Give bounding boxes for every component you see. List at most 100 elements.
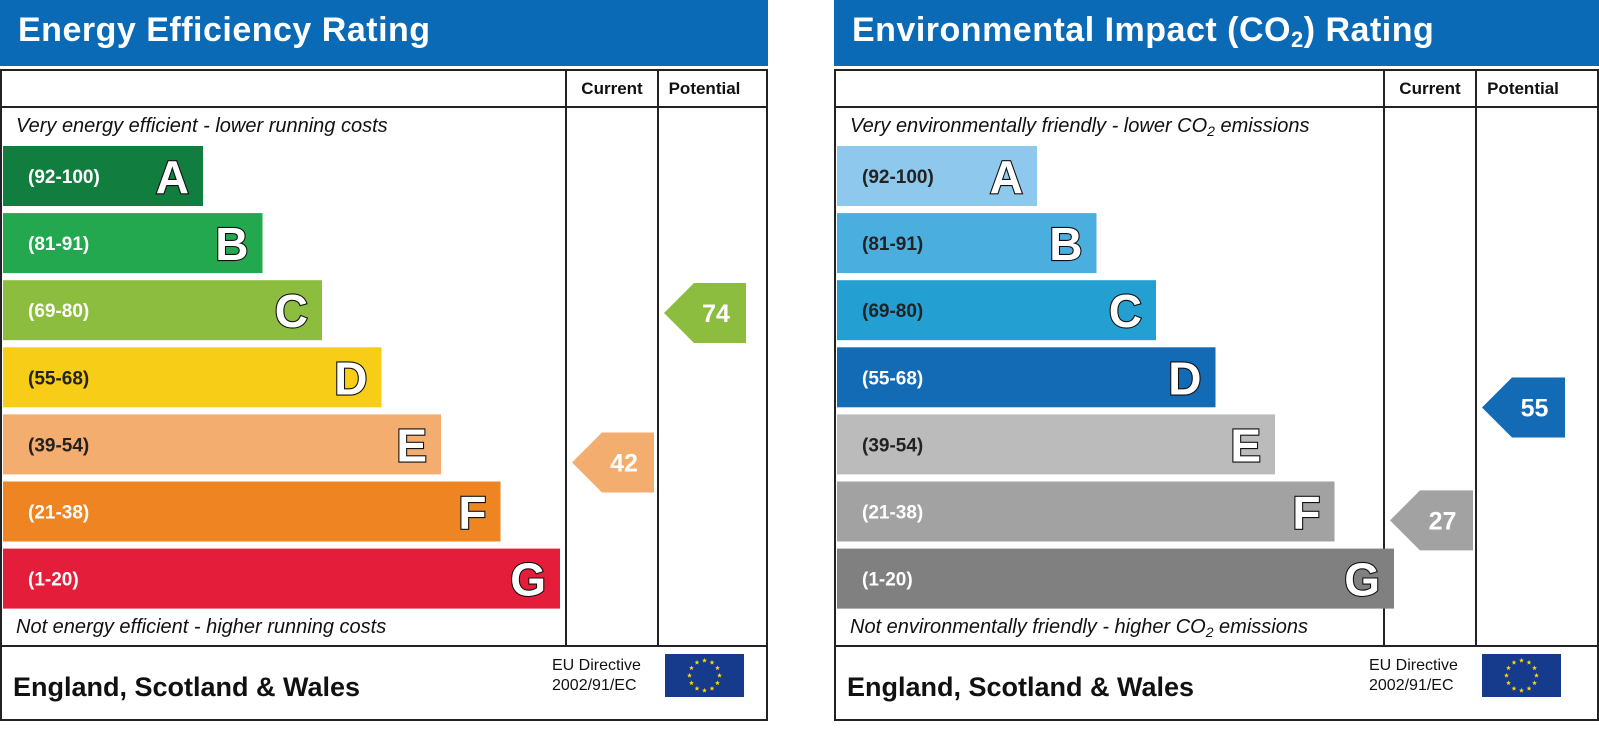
star-icon xyxy=(1532,665,1537,671)
band-range-label: (81-91) xyxy=(28,234,89,255)
band-bar-f xyxy=(837,481,1335,542)
band-c: (69-80) C xyxy=(3,280,322,341)
potential-rating-arrow: 74 xyxy=(664,282,746,343)
band-bar-d xyxy=(3,347,382,408)
star-icon xyxy=(1526,685,1532,691)
band-d: (55-68) D xyxy=(837,347,1216,408)
bottom-caption: Not energy efficient - higher running co… xyxy=(16,616,387,638)
eu-directive-line1: EU Directive xyxy=(1369,657,1458,674)
band-range-label: (55-68) xyxy=(862,368,923,389)
star-icon xyxy=(715,680,720,686)
band-b: (81-91) B xyxy=(837,213,1097,274)
band-g: (1-20) G xyxy=(3,548,560,609)
star-icon xyxy=(717,672,722,678)
band-letter: A xyxy=(990,151,1023,203)
current-column-header: Current xyxy=(581,79,643,98)
band-letter: D xyxy=(1168,352,1201,404)
star-icon xyxy=(702,687,707,693)
eu-directive-line2: 2002/91/EC xyxy=(1369,677,1454,694)
star-icon xyxy=(1532,680,1537,686)
current-column-header: Current xyxy=(1399,79,1461,98)
star-icon xyxy=(709,685,715,691)
potential-rating-arrow-value: 74 xyxy=(702,300,730,328)
band-bar-e xyxy=(837,414,1275,475)
band-g: (1-20) G xyxy=(837,548,1394,609)
band-bar-c xyxy=(3,280,322,341)
star-icon xyxy=(1511,659,1517,665)
band-letter: E xyxy=(1230,419,1261,471)
band-bar-b xyxy=(837,213,1097,274)
band-range-label: (1-20) xyxy=(862,570,913,591)
star-icon xyxy=(1534,672,1539,678)
current-rating-arrow-value: 27 xyxy=(1429,507,1457,535)
current-rating-arrow-shape xyxy=(572,432,654,493)
band-range-label: (55-68) xyxy=(28,368,89,389)
band-d: (55-68) D xyxy=(3,347,382,408)
footer-region: England, Scotland & Wales xyxy=(13,672,361,702)
star-icon xyxy=(1511,685,1517,691)
band-range-label: (39-54) xyxy=(28,435,89,456)
star-icon xyxy=(1526,659,1532,665)
star-icon xyxy=(1504,672,1509,678)
environmental-impact-panel: Environmental Impact (CO2) Rating Curren… xyxy=(834,0,1599,721)
star-icon xyxy=(1519,657,1524,663)
band-bar-f xyxy=(3,481,501,542)
star-icon xyxy=(1519,687,1524,693)
potential-column-header: Potential xyxy=(668,79,741,98)
eu-flag-icon xyxy=(1482,654,1561,697)
star-icon xyxy=(687,672,692,678)
eu-directive-line2: 2002/91/EC xyxy=(552,677,637,694)
band-bar-a xyxy=(837,146,1037,206)
bottom-caption: Not environmentally friendly - higher CO… xyxy=(850,616,1308,640)
energy-efficiency-panel: Energy Efficiency Rating Current Potenti… xyxy=(0,0,768,721)
band-bar-c xyxy=(837,280,1156,341)
band-bar-e xyxy=(3,414,441,475)
star-icon xyxy=(694,659,700,665)
band-range-label: (81-91) xyxy=(862,234,923,255)
top-caption: Very energy efficient - lower running co… xyxy=(16,115,388,137)
current-rating-arrow: 42 xyxy=(572,432,654,493)
band-range-label: (69-80) xyxy=(28,301,89,322)
band-letter: C xyxy=(275,285,308,337)
band-letter: G xyxy=(1344,554,1380,606)
band-f: (21-38) F xyxy=(3,481,501,542)
band-letter: D xyxy=(334,352,367,404)
band-bar-g xyxy=(837,548,1394,609)
energy-efficiency-title: Energy Efficiency Rating xyxy=(18,11,431,49)
top-caption: Very environmentally friendly - lower CO… xyxy=(850,115,1310,139)
band-letter: E xyxy=(396,419,427,471)
star-icon xyxy=(689,665,694,671)
eu-directive-line1: EU Directive xyxy=(552,657,641,674)
band-b: (81-91) B xyxy=(3,213,263,274)
band-a: (92-100) A xyxy=(837,146,1037,206)
eu-directive-text: EU Directive 2002/91/EC xyxy=(1369,656,1458,696)
potential-rating-arrow-value: 55 xyxy=(1521,394,1549,422)
star-icon xyxy=(709,659,715,665)
band-letter: C xyxy=(1109,285,1142,337)
band-range-label: (21-38) xyxy=(862,503,923,524)
current-rating-arrow: 27 xyxy=(1390,490,1473,551)
band-range-label: (21-38) xyxy=(28,503,89,524)
band-range-label: (92-100) xyxy=(28,167,100,188)
band-range-label: (69-80) xyxy=(862,301,923,322)
band-letter: G xyxy=(510,554,546,606)
band-letter: F xyxy=(1292,487,1320,539)
environmental-impact-chart: (92-100) A (81-91) B (69-80) C (55-68) D (39-54)… xyxy=(837,146,1565,609)
star-icon xyxy=(702,657,707,663)
band-range-label: (1-20) xyxy=(28,570,79,591)
current-rating-arrow-value: 42 xyxy=(610,450,638,478)
band-letter: B xyxy=(1049,218,1082,270)
band-e: (39-54) E xyxy=(837,414,1275,475)
environmental-impact-header: Environmental Impact (CO2) Rating xyxy=(834,0,1599,66)
potential-rating-arrow-shape xyxy=(1482,377,1565,438)
potential-rating-arrow: 55 xyxy=(1482,377,1565,438)
band-bar-a xyxy=(3,146,203,206)
environmental-impact-title: Environmental Impact (CO2) Rating xyxy=(852,11,1435,52)
band-letter: B xyxy=(215,218,248,270)
current-rating-arrow-shape xyxy=(1390,490,1473,551)
band-f: (21-38) F xyxy=(837,481,1335,542)
star-icon xyxy=(715,665,720,671)
star-icon xyxy=(1506,680,1511,686)
energy-efficiency-chart: (92-100) A (81-91) B (69-80) C (55-68) D (39-54)… xyxy=(3,146,746,609)
band-e: (39-54) E xyxy=(3,414,441,475)
